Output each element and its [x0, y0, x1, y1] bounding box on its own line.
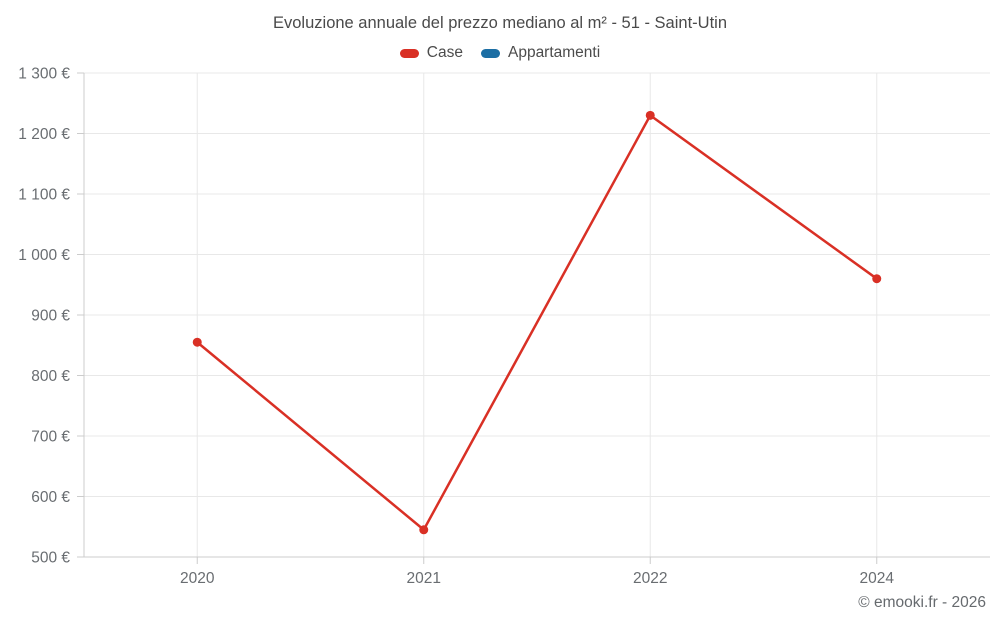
y-tick-label: 900 € — [31, 308, 70, 325]
y-tick-label: 1 100 € — [18, 187, 70, 204]
series-line-case — [196, 114, 878, 532]
series-point-case[interactable] — [192, 337, 202, 347]
series-point-case[interactable] — [872, 274, 882, 284]
y-tick-label: 800 € — [31, 368, 70, 385]
y-tick-label: 1 000 € — [18, 247, 70, 264]
legend-item-case[interactable]: Case — [399, 44, 463, 62]
series-point-case[interactable] — [645, 110, 655, 120]
legend-swatch-icon — [399, 48, 419, 58]
x-tick-label: 2020 — [180, 570, 215, 587]
legend-label: Appartamenti — [507, 44, 601, 61]
x-tick-label: 2021 — [407, 570, 441, 587]
y-tick-label: 1 200 € — [18, 126, 70, 143]
legend-label: Case — [426, 44, 463, 61]
legend-swatch-icon — [480, 48, 500, 58]
y-tick-label: 1 300 € — [18, 66, 70, 83]
legend-item-appartamenti[interactable]: Appartamenti — [480, 44, 601, 62]
y-tick-label: 500 € — [31, 550, 70, 567]
footer-credit: © emooki.fr - 2026 — [858, 594, 986, 611]
y-tick-label: 700 € — [31, 429, 70, 446]
chart-title: Evoluzione annuale del prezzo mediano al… — [273, 14, 727, 32]
x-tick-label: 2024 — [860, 570, 895, 587]
y-tick-label: 600 € — [31, 489, 70, 506]
series-point-case[interactable] — [419, 525, 429, 535]
x-tick-label: 2022 — [633, 570, 667, 587]
chart-legend: Case Appartamenti — [0, 44, 1000, 62]
